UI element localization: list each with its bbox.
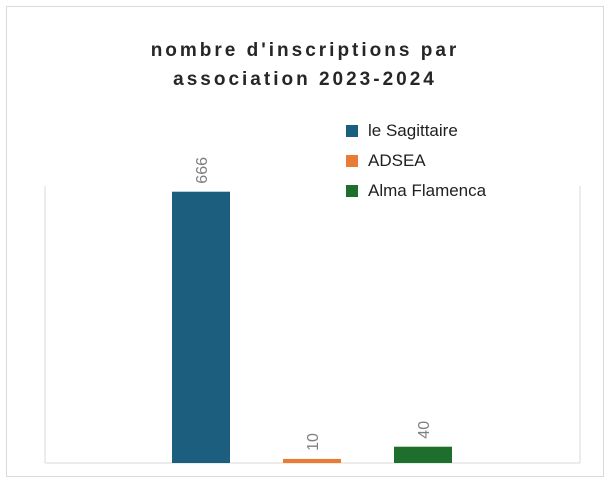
data-label-alma-flamenca: 40 [416,421,433,439]
legend-item-alma-flamenca: Alma Flamenca [346,176,486,206]
legend-label: ADSEA [368,151,426,170]
legend-item-le-sagittaire: le Sagittaire [346,116,486,146]
legend-item-adsea: ADSEA [346,146,486,176]
bars-group [172,191,452,463]
chart-title-line-1: nombre d'inscriptions par [150,40,460,61]
legend-label: Alma Flamenca [368,181,487,200]
legend-swatch [346,155,358,167]
chart-title-line-2: association 2023-2024 [173,69,437,90]
data-labels-group: 666 10 40 [194,157,433,451]
bar-le-sagittaire [172,191,230,463]
data-label-le-sagittaire: 666 [194,157,211,184]
legend: le Sagittaire ADSEA Alma Flamenca [346,116,486,206]
data-label-adsea: 10 [305,433,322,451]
legend-label: le Sagittaire [368,121,458,140]
legend-swatch [346,185,358,197]
bar-alma-flamenca [394,446,452,463]
chart-frame [6,6,604,477]
legend-swatch [346,125,358,137]
bar-adsea [283,458,341,463]
chart-title: nombre d'inscriptions par association 20… [0,36,610,94]
